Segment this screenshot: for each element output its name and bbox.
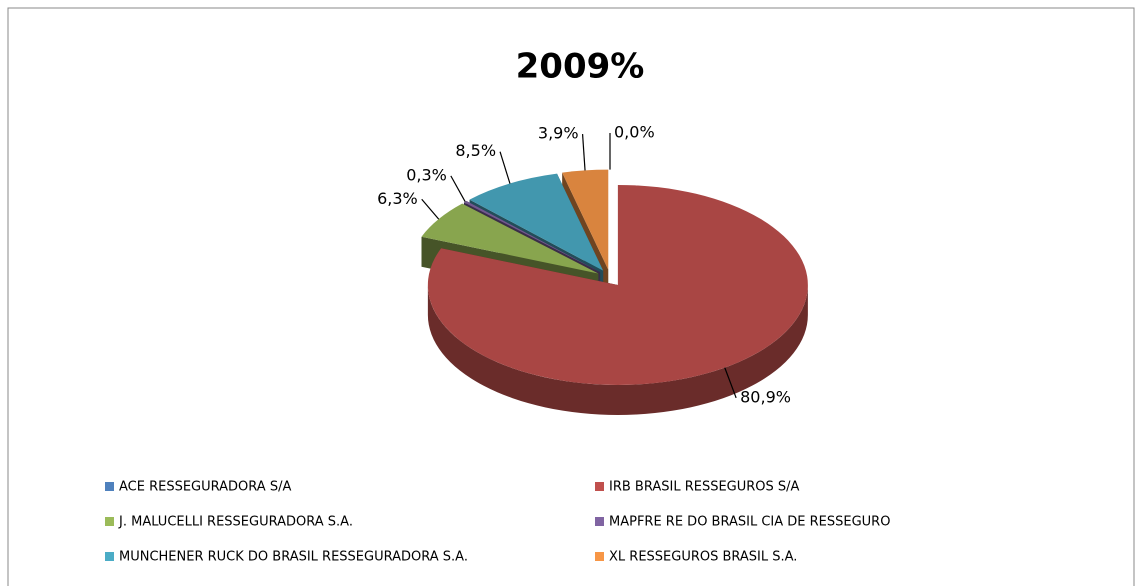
slice bbox=[463, 200, 601, 273]
data-label: 0,3% bbox=[406, 165, 447, 184]
slice bbox=[421, 203, 599, 274]
slice-side bbox=[427, 284, 808, 415]
legend-swatch bbox=[595, 517, 604, 526]
data-label: 8,5% bbox=[455, 141, 496, 160]
legend-swatch bbox=[595, 552, 604, 561]
legend-label: MUNCHENER RUCK DO BRASIL RESSEGURADORA S… bbox=[119, 550, 468, 565]
legend-label: XL RESSEGUROS BRASIL S.A. bbox=[609, 550, 797, 565]
legend-label: IRB BRASIL RESSEGUROS S/A bbox=[609, 480, 800, 495]
data-label: 6,3% bbox=[377, 189, 418, 208]
data-label: 0,0% bbox=[614, 123, 655, 142]
slice bbox=[469, 173, 604, 271]
legend-label: ACE RESSEGURADORA S/A bbox=[119, 480, 291, 495]
slice-group bbox=[427, 184, 808, 415]
legend-swatch bbox=[105, 552, 114, 561]
legend-swatch bbox=[595, 482, 604, 491]
data-label: 3,9% bbox=[538, 124, 579, 143]
legend-swatch bbox=[105, 517, 114, 526]
chart-title: 2009% bbox=[516, 47, 645, 87]
slice bbox=[562, 169, 609, 270]
leader-line bbox=[450, 175, 466, 202]
data-label: 80,9% bbox=[740, 387, 791, 406]
leader-line bbox=[581, 134, 586, 171]
leader-line bbox=[724, 367, 737, 399]
legend-label: J. MALUCELLI RESSEGURADORA S.A. bbox=[118, 515, 353, 530]
legend-label: MAPFRE RE DO BRASIL CIA DE RESSEGURO bbox=[609, 515, 890, 530]
slice bbox=[427, 184, 808, 385]
leader-line bbox=[421, 198, 440, 220]
legend-swatch bbox=[105, 482, 114, 491]
leader-line bbox=[499, 151, 511, 184]
